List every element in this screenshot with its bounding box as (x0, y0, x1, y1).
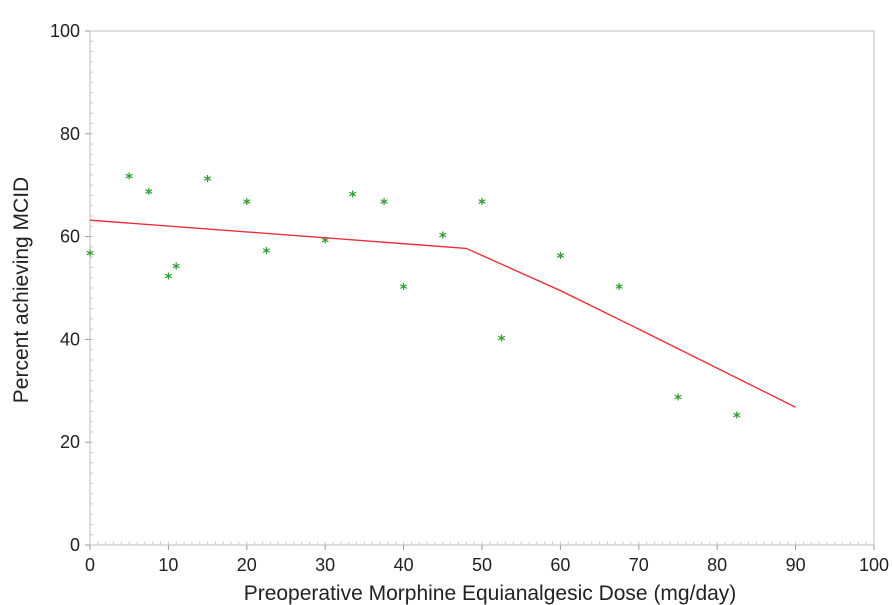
y-tick-label: 100 (50, 21, 80, 41)
y-tick-labels: 0 20 40 60 80 100 (50, 21, 80, 555)
data-point: * (498, 331, 506, 349)
x-tick-label: 10 (158, 555, 178, 575)
data-point: * (615, 280, 623, 298)
data-point: * (164, 270, 172, 288)
data-point: * (556, 249, 564, 267)
x-tick-label: 70 (629, 555, 649, 575)
y-tick-label: 40 (60, 329, 80, 349)
y-tick-label: 60 (60, 227, 80, 247)
x-tick-label: 30 (315, 555, 335, 575)
data-point: * (125, 169, 133, 187)
x-tick-label: 20 (237, 555, 257, 575)
x-tick-label: 0 (85, 555, 95, 575)
data-point: * (439, 229, 447, 247)
data-point: * (733, 409, 741, 427)
data-point: * (674, 391, 682, 409)
x-tick-label: 60 (550, 555, 570, 575)
x-tick-label: 90 (786, 555, 806, 575)
data-point: * (172, 259, 180, 277)
x-tick-label: 40 (394, 555, 414, 575)
data-point: * (321, 234, 329, 252)
data-point: * (349, 187, 357, 205)
data-point: * (380, 195, 388, 213)
data-point: * (204, 172, 212, 190)
series-layer: ********** ********* (86, 169, 796, 427)
x-tick-label: 80 (707, 555, 727, 575)
data-point: * (400, 280, 408, 298)
major-ticks (85, 30, 875, 550)
plot-frame (89, 30, 875, 546)
y-tick-label: 0 (70, 535, 80, 555)
fit-line (89, 219, 796, 408)
data-point: * (478, 195, 486, 213)
x-tick-label: 50 (472, 555, 492, 575)
x-tick-labels: 0 10 20 30 40 50 60 70 80 90 100 (85, 555, 889, 575)
data-point: * (262, 244, 270, 262)
y-tick-label: 20 (60, 432, 80, 452)
data-point: * (243, 195, 251, 213)
y-axis-title: Percent achieving MCID (10, 177, 33, 403)
x-tick-label: 100 (859, 555, 889, 575)
data-point: * (145, 185, 153, 203)
y-tick-label: 80 (60, 124, 80, 144)
x-axis-title: Preoperative Morphine Equianalgesic Dose… (244, 582, 737, 605)
minor-ticks (89, 30, 875, 546)
data-point: * (86, 247, 94, 265)
